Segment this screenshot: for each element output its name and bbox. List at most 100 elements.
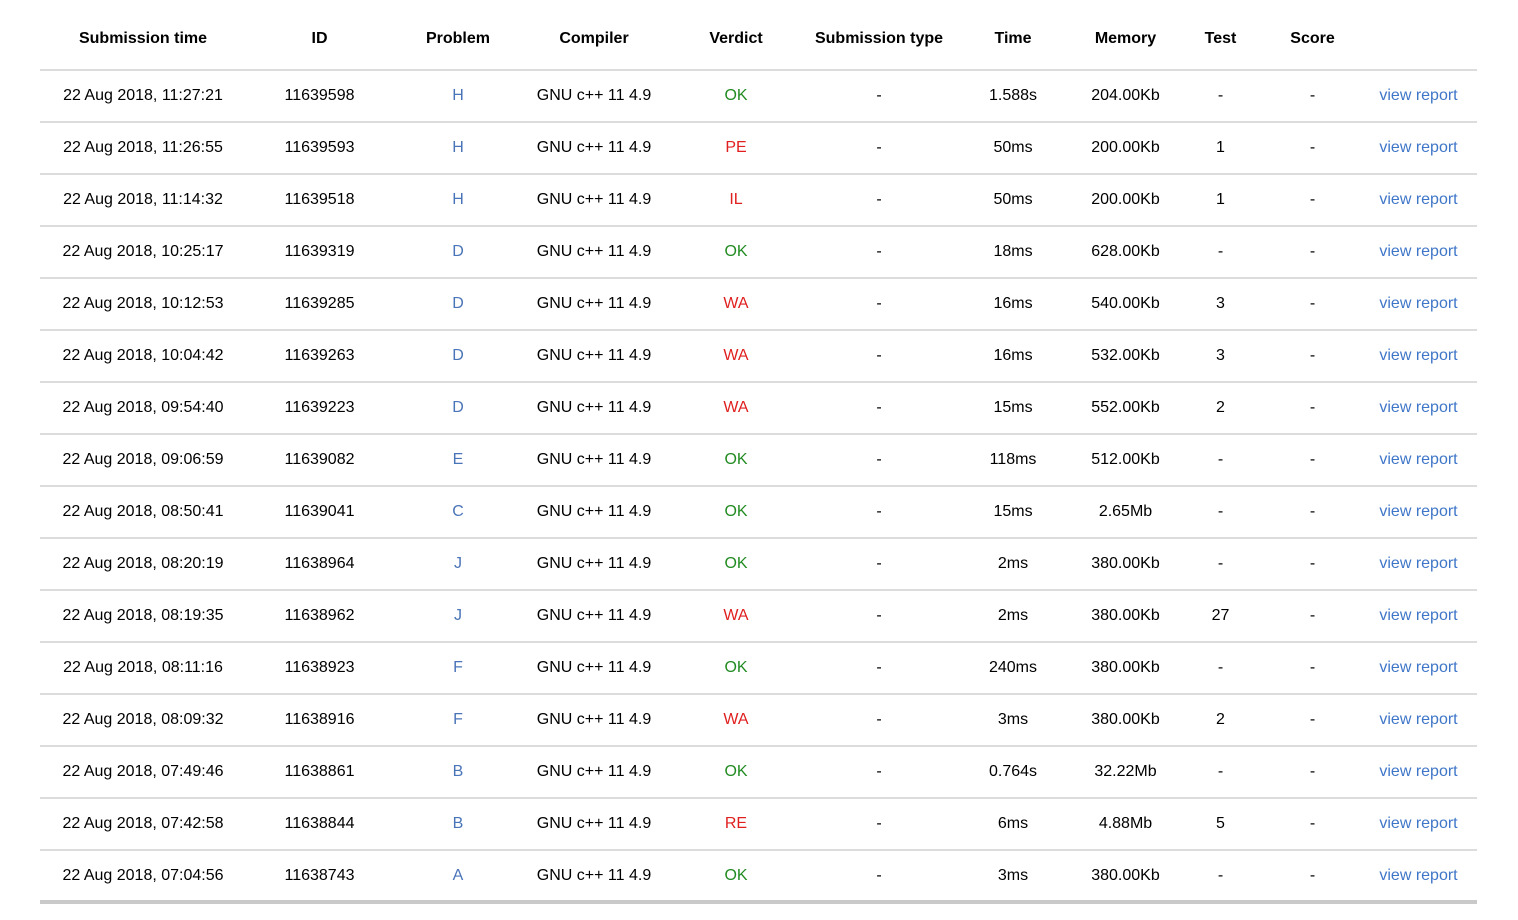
problem-cell: B [393,798,523,850]
submission-time-cell: 22 Aug 2018, 08:50:41 [62,503,224,520]
memory-cell: 2.65Mb [1098,503,1153,520]
view-report-link[interactable]: view report [1379,399,1458,416]
submission-id-cell: 11638962 [284,607,355,624]
problem-link[interactable]: B [452,815,464,832]
submission-type-cell: - [876,659,882,676]
view-report-link[interactable]: view report [1379,503,1458,520]
run-time-cell: 6ms [997,815,1029,832]
submission-row: 22 Aug 2018, 07:49:46 11638861 B GNU c++… [40,746,1477,798]
run-time-cell: 3ms [997,711,1029,728]
submission-id-cell: 11638844 [284,815,355,832]
view-report-link[interactable]: view report [1379,607,1458,624]
view-report-link[interactable]: view report [1379,295,1458,312]
view-report-link[interactable]: view report [1379,139,1458,156]
compiler-cell: GNU c++ 11 4.9 [536,243,652,260]
problem-cell: H [393,122,523,174]
verdict-cell: WA [665,330,807,382]
view-report-link[interactable]: view report [1379,659,1458,676]
submission-time-cell: 22 Aug 2018, 09:06:59 [62,451,224,468]
view-report-link[interactable]: view report [1379,451,1458,468]
view-report-link[interactable]: view report [1379,763,1458,780]
submission-type-cell: - [876,87,882,104]
view-report-link[interactable]: view report [1379,555,1458,572]
header-id: ID [246,0,393,71]
submission-row: 22 Aug 2018, 08:09:32 11638916 F GNU c++… [40,694,1477,746]
compiler-cell: GNU c++ 11 4.9 [536,451,652,468]
submission-time-cell: 22 Aug 2018, 07:49:46 [62,763,224,780]
report-cell: view report [1360,122,1477,174]
verdict-badge: WA [723,399,749,416]
problem-link[interactable]: D [452,243,464,260]
problem-link[interactable]: E [452,451,464,468]
score-cell: - [1309,87,1316,104]
view-report-link[interactable]: view report [1379,87,1458,104]
verdict-badge: WA [723,607,749,624]
problem-link[interactable]: D [452,347,464,364]
score-cell: - [1309,711,1316,728]
memory-cell: 540.00Kb [1091,295,1160,312]
submission-time-cell: 22 Aug 2018, 10:04:42 [62,347,224,364]
verdict-badge: OK [724,866,748,884]
view-report-link[interactable]: view report [1379,711,1458,728]
test-cell: 1 [1216,191,1225,208]
verdict-cell: WA [665,694,807,746]
problem-link[interactable]: D [452,399,464,416]
submission-type-cell: - [876,139,882,156]
problem-link[interactable]: H [452,191,464,208]
submission-id-cell: 11639319 [284,243,355,260]
test-cell: - [1217,243,1224,260]
compiler-cell: GNU c++ 11 4.9 [536,711,652,728]
submission-type-cell: - [876,866,882,884]
problem-cell: H [393,174,523,226]
problem-link[interactable]: F [453,659,463,676]
compiler-cell: GNU c++ 11 4.9 [536,191,652,208]
problem-link[interactable]: D [452,295,464,312]
verdict-cell: OK [665,70,807,122]
run-time-cell: 15ms [993,503,1033,520]
view-report-link[interactable]: view report [1379,243,1458,260]
problem-link[interactable]: F [453,711,463,728]
verdict-badge: WA [723,711,749,728]
problem-link[interactable]: H [452,87,464,104]
report-cell: view report [1360,798,1477,850]
run-time-cell: 50ms [993,191,1033,208]
problem-link[interactable]: B [452,763,464,780]
verdict-cell: IL [665,174,807,226]
verdict-badge: OK [724,555,748,572]
problem-link[interactable]: H [452,139,464,156]
view-report-link[interactable]: view report [1379,191,1458,208]
verdict-cell: OK [665,538,807,590]
verdict-badge: OK [724,243,748,260]
score-cell: - [1309,347,1316,364]
submission-type-cell: - [876,763,882,780]
submission-row: 22 Aug 2018, 08:50:41 11639041 C GNU c++… [40,486,1477,538]
header-compiler: Compiler [523,0,665,71]
test-cell: 2 [1216,711,1225,728]
score-cell: - [1309,503,1316,520]
submission-id-cell: 11639223 [284,399,355,416]
problem-link[interactable]: C [452,503,464,520]
view-report-link[interactable]: view report [1379,866,1458,884]
problem-cell: F [393,642,523,694]
score-cell: - [1309,451,1316,468]
submission-row: 22 Aug 2018, 10:04:42 11639263 D GNU c++… [40,330,1477,382]
report-cell: view report [1360,70,1477,122]
verdict-badge: OK [724,451,748,468]
view-report-link[interactable]: view report [1379,347,1458,364]
submission-row: 22 Aug 2018, 11:27:21 11639598 H GNU c++… [40,70,1477,122]
compiler-cell: GNU c++ 11 4.9 [536,503,652,520]
problem-link[interactable]: A [452,866,464,884]
test-cell: - [1217,659,1224,676]
problem-cell: D [393,330,523,382]
memory-cell: 380.00Kb [1091,711,1160,728]
view-report-link[interactable]: view report [1379,815,1458,832]
submission-id-cell: 11638861 [284,763,355,780]
verdict-cell: RE [665,798,807,850]
problem-link[interactable]: J [454,555,462,572]
verdict-cell: OK [665,642,807,694]
score-cell: - [1309,815,1316,832]
score-cell: - [1309,139,1316,156]
problem-link[interactable]: J [454,607,462,624]
header-score: Score [1265,0,1360,71]
